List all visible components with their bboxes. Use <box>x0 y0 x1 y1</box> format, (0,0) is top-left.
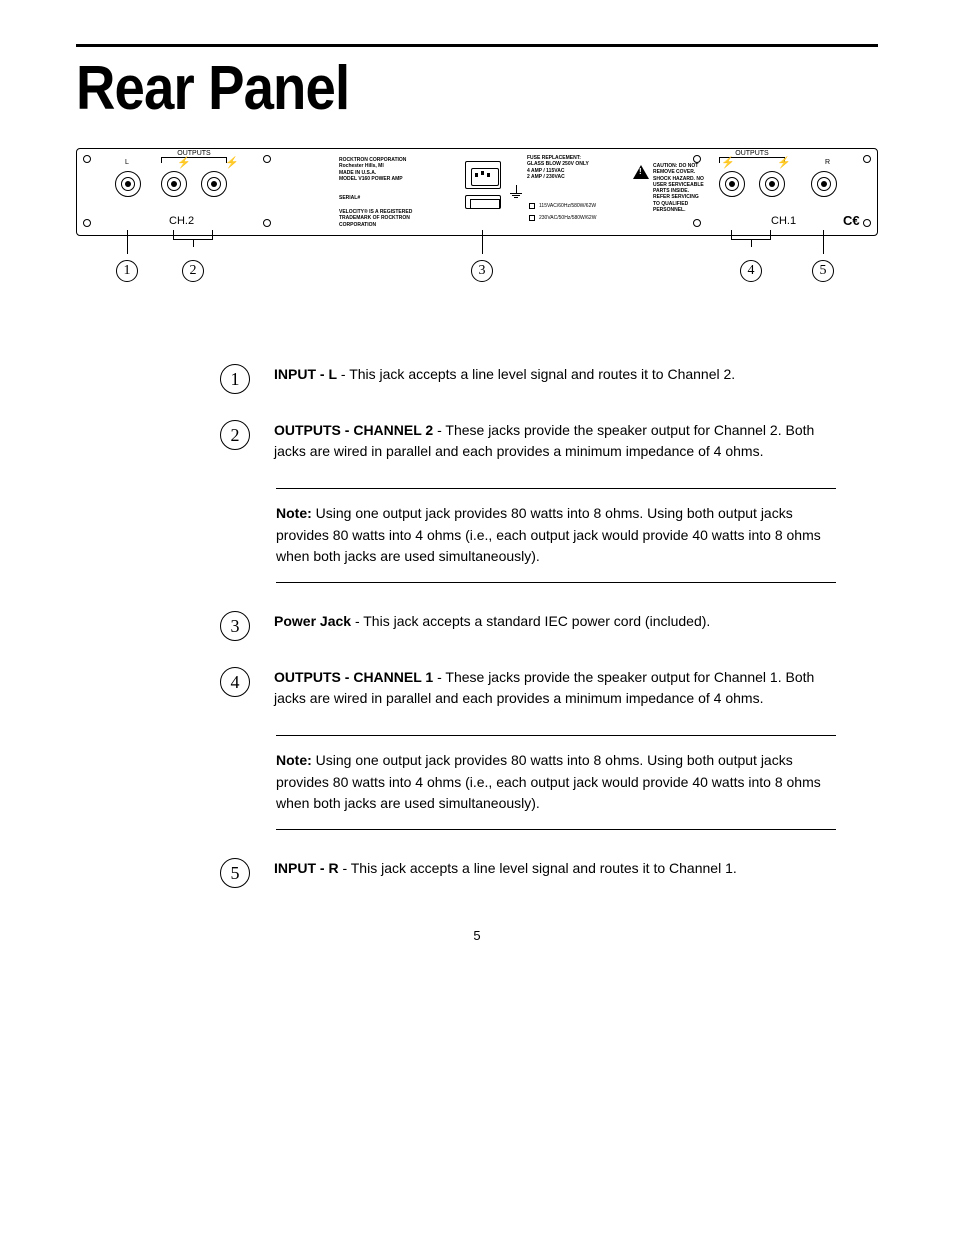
definition-number: 5 <box>220 858 250 888</box>
ch1-label: CH.1 <box>771 215 796 227</box>
bolt-icon: ⚡ <box>177 158 191 168</box>
input-jack-l <box>115 171 141 197</box>
callout-5: 5 <box>812 260 834 282</box>
note-block: Note: Using one output jack provides 80 … <box>276 488 836 583</box>
note-block: Note: Using one output jack provides 80 … <box>276 735 836 830</box>
definition-number: 1 <box>220 364 250 394</box>
ground-icon <box>509 185 523 198</box>
definition-row: 1 INPUT - L - This jack accepts a line le… <box>220 364 840 394</box>
definition-text: OUTPUTS - CHANNEL 1 - These jacks provid… <box>274 667 840 709</box>
definition-text: INPUT - R - This jack accepts a line lev… <box>274 858 840 879</box>
fuse-block: FUSE REPLACEMENT: GLASS BLOW 250V ONLY 4… <box>527 155 589 180</box>
screw-icon <box>863 155 871 163</box>
checkbox-icon <box>529 203 535 209</box>
definition-text: OUTPUTS - CHANNEL 2 - These jacks provid… <box>274 420 840 462</box>
definition-row: 5 INPUT - R - This jack accepts a line le… <box>220 858 840 888</box>
ch2-label: CH.2 <box>169 215 194 227</box>
screw-icon <box>693 155 701 163</box>
bolt-icon: ⚡ <box>777 158 791 168</box>
callout-1: 1 <box>116 260 138 282</box>
top-rule <box>76 44 878 47</box>
definition-row: 2 OUTPUTS - CHANNEL 2 - These jacks provi… <box>220 420 840 462</box>
ce-mark: C€ <box>843 213 860 228</box>
output-jack-ch1 <box>719 171 745 197</box>
power-inlet-icon <box>465 161 501 189</box>
screw-icon <box>263 155 271 163</box>
definition-text: Power Jack - This jack accepts a standar… <box>274 611 840 632</box>
port-letter-r: R <box>825 159 830 166</box>
definition-row: 4 OUTPUTS - CHANNEL 1 - These jacks provi… <box>220 667 840 709</box>
output-jack-ch1 <box>759 171 785 197</box>
screw-icon <box>83 219 91 227</box>
screw-icon <box>863 219 871 227</box>
definitions-list: 1 INPUT - L - This jack accepts a line le… <box>220 364 840 888</box>
volt-115: 115VAC/60Hz/580W/62W <box>539 203 596 209</box>
caution-block: CAUTION: DO NOT REMOVE COVER. SHOCK HAZA… <box>653 163 704 213</box>
rear-panel-outline: L OUTPUTS ⚡ ⚡ CH.2 ROCKTRON CORPORATION … <box>76 148 878 236</box>
output-jack-ch2 <box>161 171 187 197</box>
volt-230: 230VAC/50Hz/580W/62W <box>539 215 596 221</box>
outputs-label: OUTPUTS <box>727 150 777 157</box>
checkbox-icon <box>529 215 535 221</box>
page-title: Rear Panel <box>76 53 782 124</box>
screw-icon <box>83 155 91 163</box>
page-number: 5 <box>76 928 878 943</box>
definition-row: 3 Power Jack - This jack accepts a standa… <box>220 611 840 641</box>
screw-icon <box>693 219 701 227</box>
outputs-bracket <box>161 157 227 163</box>
port-letter-l: L <box>125 159 129 166</box>
definition-text: INPUT - L - This jack accepts a line lev… <box>274 364 840 385</box>
screw-icon <box>263 219 271 227</box>
company-block: ROCKTRON CORPORATION Rochester Hills, MI… <box>339 157 406 182</box>
warning-icon <box>633 165 649 179</box>
definition-number: 2 <box>220 420 250 450</box>
definition-number: 4 <box>220 667 250 697</box>
callout-4: 4 <box>740 260 762 282</box>
input-jack-r <box>811 171 837 197</box>
serial-label: SERIAL# <box>339 195 360 201</box>
outputs-label: OUTPUTS <box>169 150 219 157</box>
callout-3: 3 <box>471 260 493 282</box>
output-jack-ch2 <box>201 171 227 197</box>
bolt-icon: ⚡ <box>225 158 239 168</box>
fuse-holder-icon <box>465 195 501 209</box>
definition-number: 3 <box>220 611 250 641</box>
bolt-icon: ⚡ <box>721 158 735 168</box>
callout-2: 2 <box>182 260 204 282</box>
trademark-block: VELOCITY® IS A REGISTERED TRADEMARK OF R… <box>339 209 412 228</box>
